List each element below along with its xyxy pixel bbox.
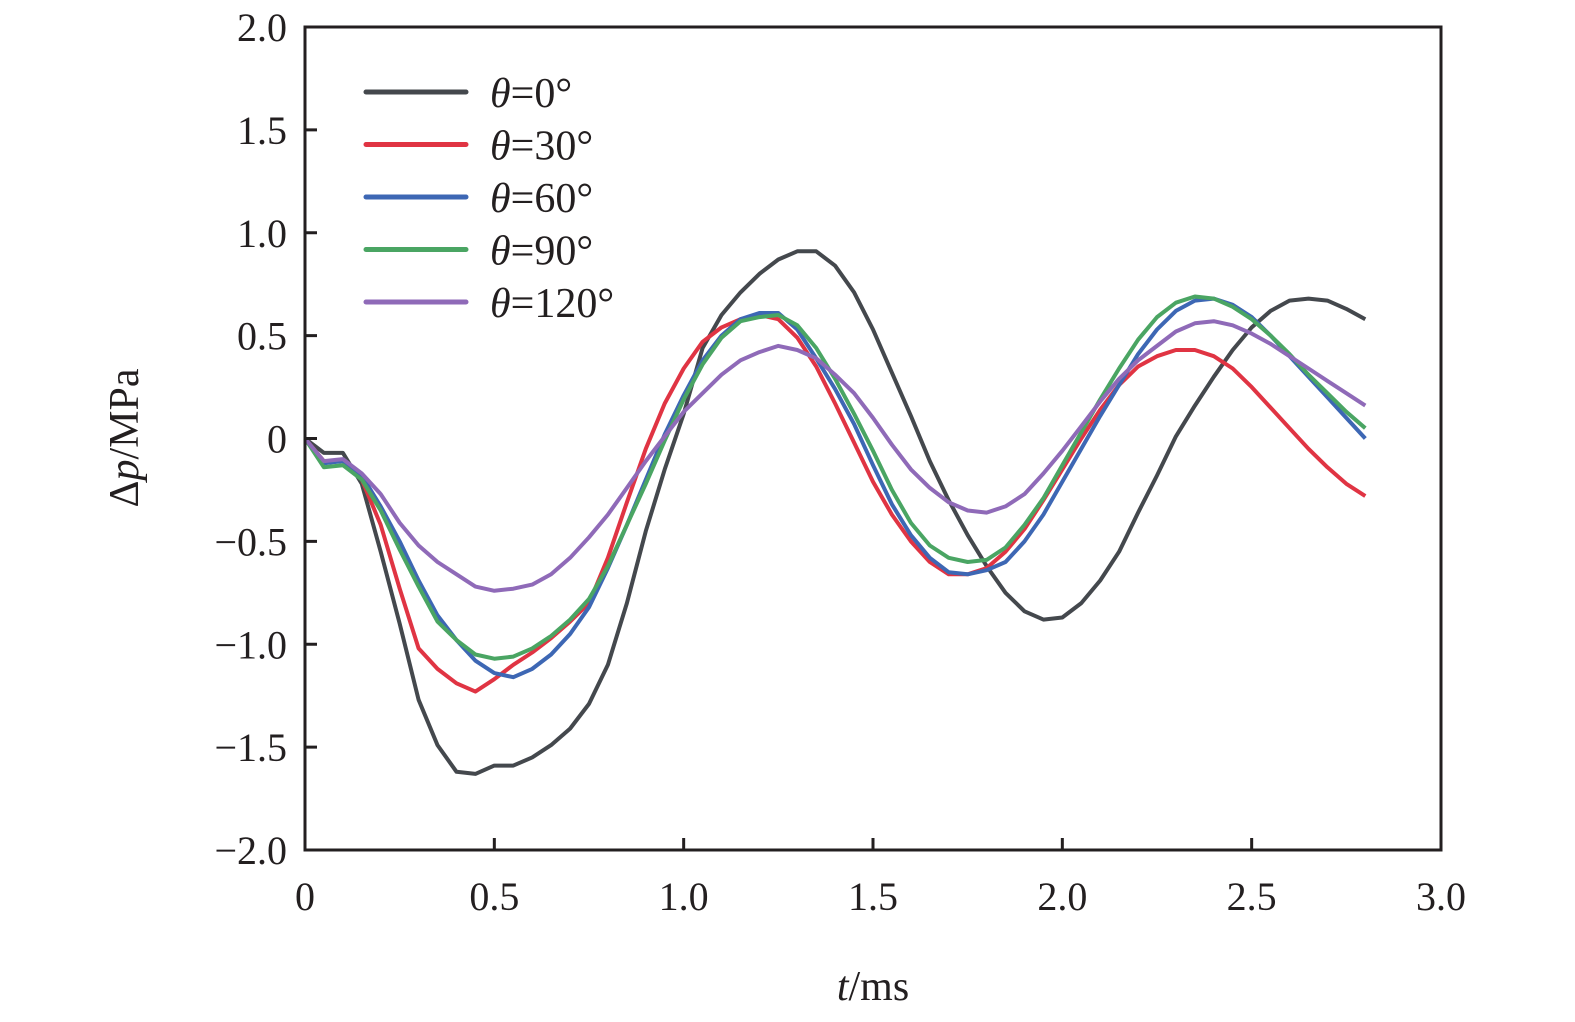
y-tick-label: −1.0 xyxy=(214,622,287,667)
x-tick-label: 2.5 xyxy=(1227,874,1277,919)
y-tick-label: −2.0 xyxy=(214,828,287,873)
y-tick-label: −1.5 xyxy=(214,725,287,770)
series-line-0 xyxy=(303,249,1367,776)
legend: θ=0° θ=30° θ=60° θ=90° θ=120° xyxy=(363,71,614,327)
x-axis-title: t/ms xyxy=(837,964,909,1010)
legend-label-1: θ=30° xyxy=(490,124,593,170)
y-axis-title: Δp/MPa xyxy=(102,368,148,507)
y-tick-label: 2.0 xyxy=(237,5,287,50)
x-tick-label: 2.0 xyxy=(1037,874,1087,919)
x-tick-label: 1.0 xyxy=(659,874,709,919)
y-tick-label: −0.5 xyxy=(214,519,287,564)
x-tick-label: 3.0 xyxy=(1416,874,1466,919)
series-line-1 xyxy=(303,313,1367,694)
y-tick-label: 1.0 xyxy=(237,211,287,256)
legend-label-2: θ=60° xyxy=(490,176,593,222)
y-tick-label: 0.5 xyxy=(237,314,287,359)
legend-label-0: θ=0° xyxy=(490,71,572,117)
ticks-layer: 0 0.5 1.0 1.5 2.0 2.5 3.0 −2.0 −1.5 −1.0 −0.5 0 0.5 1… xyxy=(214,5,1466,919)
series-line-3 xyxy=(303,294,1367,661)
series-line-2 xyxy=(303,296,1367,680)
legend-label-4: θ=120° xyxy=(490,281,614,327)
series-line-4 xyxy=(303,319,1367,593)
plot-frame xyxy=(303,25,1443,852)
x-tick-label: 1.5 xyxy=(848,874,898,919)
x-tick-label: 0.5 xyxy=(469,874,519,919)
y-tick-label: 1.5 xyxy=(237,108,287,153)
y-tick-label: 0 xyxy=(267,417,287,462)
series-layer xyxy=(303,249,1367,776)
x-tick-label: 0 xyxy=(295,874,315,919)
legend-label-3: θ=90° xyxy=(490,229,593,275)
